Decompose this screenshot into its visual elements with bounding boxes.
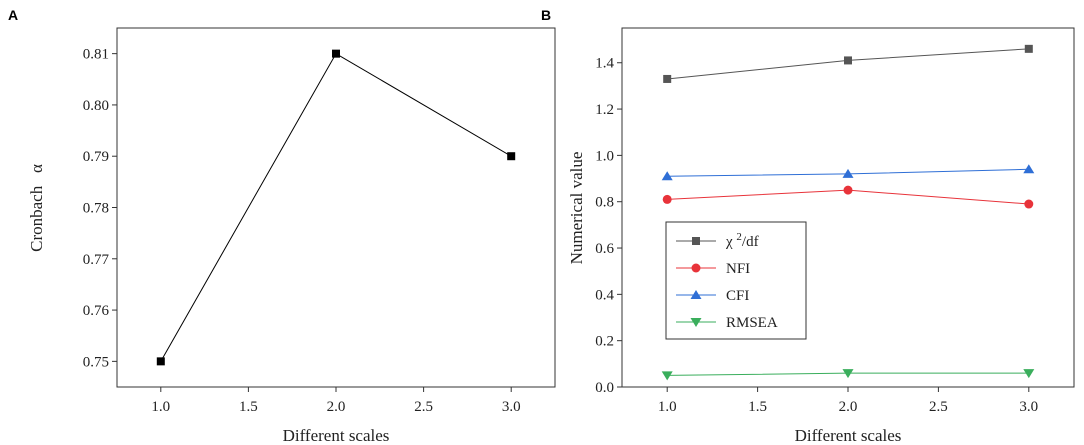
legend-label: CFI <box>726 288 749 304</box>
x-tick-label: 3.0 <box>1019 399 1038 415</box>
y-tick-label: 0.78 <box>83 201 109 217</box>
x-tick-label: 2.5 <box>929 399 948 415</box>
series-line <box>160 52 512 362</box>
data-point <box>1024 44 1033 53</box>
y-tick-label: 0.8 <box>595 195 614 211</box>
panel-b-legend: χ 2/df NFI CFI RMSEA <box>665 221 807 340</box>
y-tick-label: 0.75 <box>83 354 109 370</box>
legend-marker <box>690 318 702 327</box>
panel-a-x-axis-title: Different scales <box>283 426 390 445</box>
legend-label: RMSEA <box>726 315 778 331</box>
legend-label: NFI <box>726 261 750 277</box>
y-tick-label: 0.77 <box>83 252 110 268</box>
y-tick-label: 0.4 <box>595 287 614 303</box>
data-point <box>332 49 340 58</box>
panel-a-letter: A <box>8 7 18 23</box>
y-tick-label: 1.4 <box>595 56 614 72</box>
panel-b: B 0.0 0.2 0.4 0.6 0.8 1.0 1.2 1.4 1.0 1.5 2.0 2.5 3… <box>541 7 1075 445</box>
x-tick-label: 2.0 <box>839 399 858 415</box>
data-point <box>156 357 165 366</box>
panel-a-y-axis: 0.75 0.76 0.77 0.78 0.79 0.80 0.81 <box>83 47 117 370</box>
data-point <box>507 152 516 161</box>
panel-a: A 0.75 0.76 0.77 0.78 0.79 0.80 0.81 1.0 1.5 2.0… <box>8 7 556 445</box>
data-point <box>663 74 672 83</box>
x-tick-label: 1.5 <box>239 399 258 415</box>
data-point <box>1023 164 1035 174</box>
panel-b-x-axis-title: Different scales <box>795 426 902 445</box>
x-tick-label: 2.0 <box>327 399 346 415</box>
y-tick-label: 0.2 <box>595 334 614 350</box>
y-tick-label: 1.2 <box>595 102 614 118</box>
data-point <box>1023 369 1035 379</box>
panel-b-letter: B <box>541 7 551 23</box>
data-point <box>1024 199 1034 209</box>
y-tick-label: 1.0 <box>595 148 614 164</box>
x-tick-label: 2.5 <box>414 399 433 415</box>
y-tick-label: 0.80 <box>83 98 109 114</box>
data-point <box>844 56 852 65</box>
data-point <box>842 369 854 379</box>
y-tick-label: 0.81 <box>83 47 109 63</box>
panel-a-y-axis-title: Cronbach α <box>27 164 46 252</box>
legend-marker <box>690 290 702 299</box>
panel-a-plot-frame <box>116 27 556 388</box>
legend-marker <box>691 263 701 273</box>
panel-a-series <box>156 49 516 366</box>
data-point <box>661 371 673 381</box>
panel-b-y-axis: 0.0 0.2 0.4 0.6 0.8 1.0 1.2 1.4 <box>595 56 622 396</box>
y-tick-label: 0.79 <box>83 149 109 165</box>
panel-a-x-axis: 1.0 1.5 2.0 2.5 3.0 <box>151 387 521 415</box>
data-point <box>842 168 854 178</box>
legend-marker <box>692 237 700 245</box>
x-tick-label: 1.5 <box>748 399 767 415</box>
data-point <box>662 194 672 204</box>
y-tick-label: 0.6 <box>595 241 614 257</box>
data-point <box>843 185 853 195</box>
x-tick-label: 1.0 <box>658 399 677 415</box>
x-tick-label: 3.0 <box>502 399 521 415</box>
y-tick-label: 0.76 <box>83 303 110 319</box>
y-tick-label: 0.0 <box>595 380 614 396</box>
panel-b-x-axis: 1.0 1.5 2.0 2.5 3.0 <box>658 387 1038 415</box>
data-point <box>661 171 673 181</box>
legend-label: χ 2/df <box>725 231 759 250</box>
x-tick-label: 1.0 <box>151 399 170 415</box>
panel-b-y-axis-title: Numerical value <box>567 152 586 265</box>
panel-b-series <box>661 44 1035 381</box>
